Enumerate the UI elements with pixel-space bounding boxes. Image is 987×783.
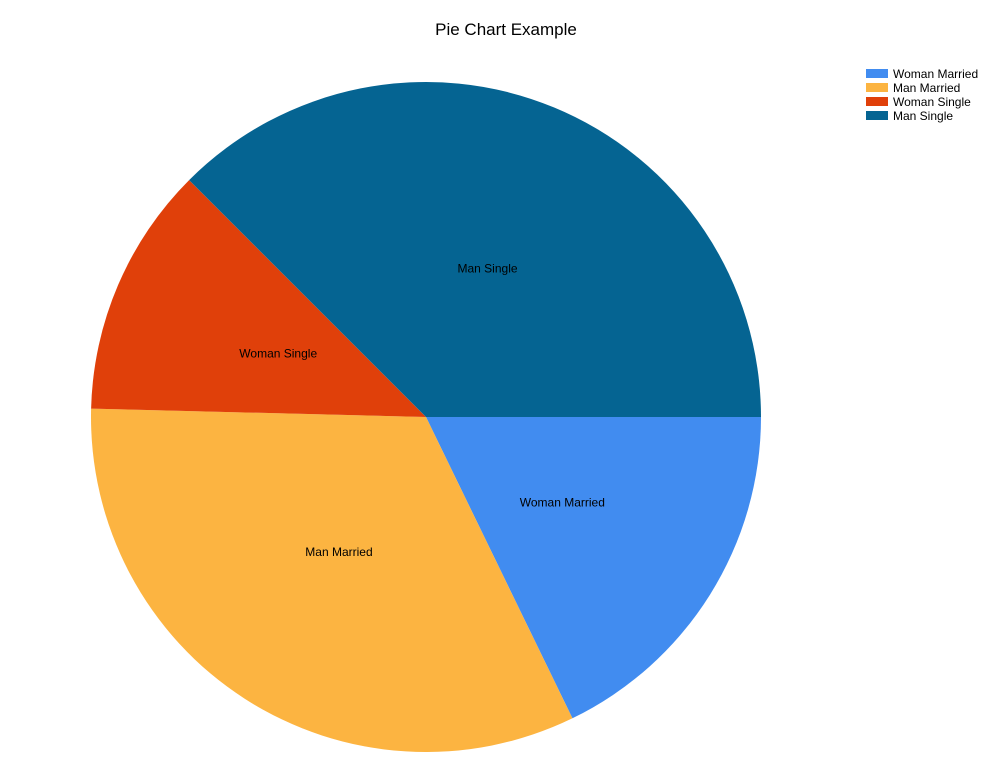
legend-swatch-man-married	[866, 83, 888, 92]
pie-slice-man-single	[189, 82, 761, 418]
slice-label-woman-single: Woman Single	[239, 347, 317, 361]
legend-swatch-man-single	[866, 111, 888, 120]
legend-item-woman-married: Woman Married	[866, 67, 978, 81]
slice-label-man-single: Man Single	[458, 261, 518, 275]
pie-slice-woman-single	[91, 180, 426, 417]
slice-label-woman-married: Woman Married	[520, 495, 605, 509]
legend-swatch-woman-single	[866, 97, 888, 106]
legend-label-man-single: Man Single	[893, 109, 953, 123]
legend-label-woman-single: Woman Single	[893, 95, 971, 109]
chart-title: Pie Chart Example	[435, 20, 577, 39]
legend-item-man-married: Man Married	[866, 81, 960, 95]
legend-item-woman-single: Woman Single	[866, 95, 971, 109]
pie-slice-labels: Woman Married Man Married Woman Single Man …	[239, 261, 605, 559]
legend-item-man-single: Man Single	[866, 109, 953, 123]
slice-label-man-married: Man Married	[305, 545, 372, 559]
legend-label-woman-married: Woman Married	[893, 67, 978, 81]
pie-slice-man-married	[90, 408, 573, 752]
legend-swatch-woman-married	[866, 69, 888, 78]
pie-slice-woman-married	[426, 417, 761, 719]
legend-label-man-married: Man Married	[893, 81, 960, 95]
pie-slices	[90, 82, 761, 752]
